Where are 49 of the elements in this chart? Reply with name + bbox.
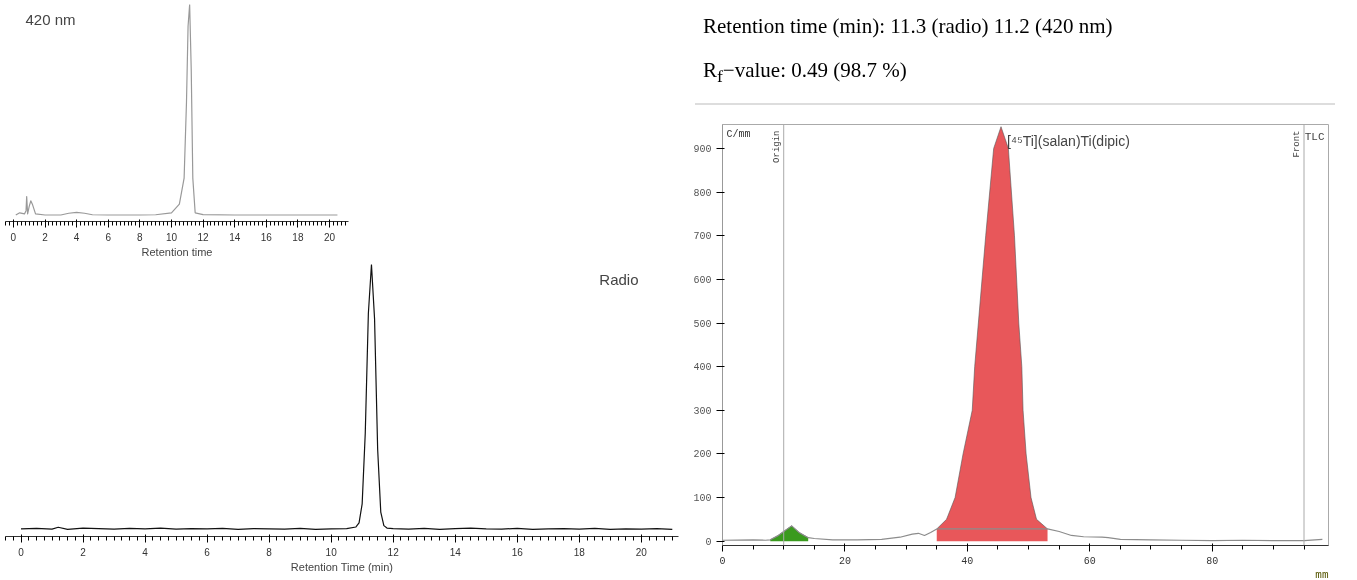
text: Retention time (min): 11.3 (radio) 11.2 (420 nm) bbox=[703, 13, 1114, 40]
y-tick-label: 0 bbox=[705, 536, 712, 548]
x-tick-label: 40 bbox=[961, 555, 974, 567]
x-tick-label: 4 bbox=[142, 546, 149, 558]
x-tick-label: 2 bbox=[80, 546, 87, 558]
x-tick-label: 12 bbox=[387, 546, 400, 558]
annotation: [⁴⁵Ti](salan)Ti(dipic) bbox=[1007, 132, 1130, 149]
x-tick-label: 0 bbox=[719, 555, 726, 567]
x-tick-label: 14 bbox=[229, 231, 241, 243]
y-tick-label: 400 bbox=[693, 362, 712, 374]
x-tick-label: 20 bbox=[323, 231, 336, 243]
x-tick-label: 8 bbox=[266, 546, 273, 558]
x-tick-label: 10 bbox=[325, 546, 338, 558]
x-tick-label: 18 bbox=[573, 546, 586, 558]
ref-line-label: Origin bbox=[771, 130, 782, 163]
x-tick-label: 16 bbox=[511, 546, 524, 558]
x-tick-label: 2 bbox=[42, 231, 49, 243]
x-tick-label: 0 bbox=[18, 546, 25, 558]
chart-title: 420 nm bbox=[25, 10, 76, 28]
x-tick-label: 14 bbox=[449, 546, 462, 558]
x-axis-title: mm bbox=[1315, 568, 1329, 580]
y-tick-label: 800 bbox=[693, 187, 712, 199]
x-axis-title: Retention Time (min) bbox=[290, 560, 393, 573]
y-tick-label: 100 bbox=[693, 493, 712, 505]
chart-title: Radio bbox=[599, 270, 639, 288]
text: R$_{f}$−value: 0.49 (98.7 %) bbox=[703, 57, 908, 89]
x-tick-label: 8 bbox=[137, 231, 144, 243]
x-tick-label: 20 bbox=[838, 555, 851, 567]
x-tick-label: 6 bbox=[105, 231, 112, 243]
x-tick-label: 6 bbox=[204, 546, 211, 558]
y-tick-label: 600 bbox=[693, 274, 712, 286]
x-tick-label: 60 bbox=[1083, 555, 1096, 567]
y-tick-label: 300 bbox=[693, 405, 712, 417]
x-tick-label: 20 bbox=[635, 546, 648, 558]
x-tick-label: 12 bbox=[197, 231, 210, 243]
x-tick-label: 18 bbox=[292, 231, 304, 243]
x-tick-label: 4 bbox=[73, 231, 80, 243]
x-tick-label: 0 bbox=[10, 231, 17, 243]
y-tick-label: 500 bbox=[693, 318, 712, 330]
ref-line-label: Front bbox=[1292, 130, 1303, 158]
y-tick-label: 200 bbox=[693, 449, 712, 461]
y-tick-label: 900 bbox=[693, 143, 712, 155]
x-tick-label: 10 bbox=[165, 231, 178, 243]
text: TLC bbox=[1304, 130, 1325, 143]
y-tick-label: 700 bbox=[693, 231, 712, 243]
x-tick-label: 16 bbox=[260, 231, 273, 243]
x-axis-title: Retention time bbox=[141, 245, 213, 258]
y-axis-title: C/mm bbox=[726, 128, 751, 140]
x-tick-label: 80 bbox=[1206, 555, 1219, 567]
